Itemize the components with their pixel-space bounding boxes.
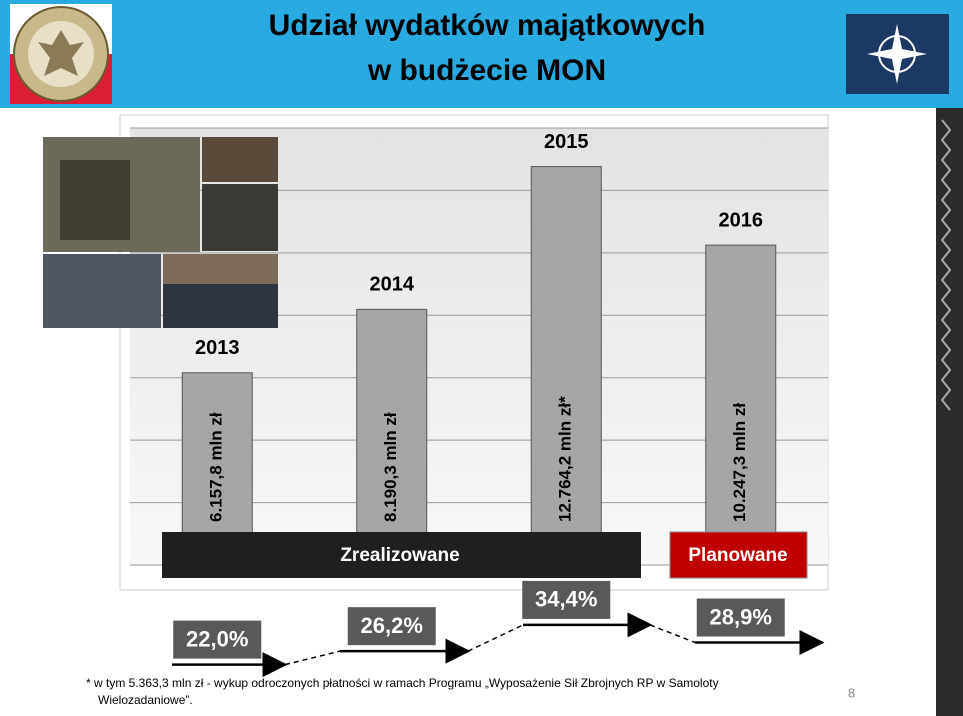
share-label: 26,2% [361, 613, 423, 638]
category-label: 2014 [370, 274, 415, 296]
value-label: 6.157,8 mln zł [207, 412, 226, 522]
nato-logo [846, 14, 949, 94]
share-box [522, 580, 611, 619]
page-number: 8 [848, 685, 855, 700]
bar [530, 166, 602, 566]
share-connector [284, 650, 341, 666]
realized-band [162, 532, 641, 578]
bar [705, 244, 777, 566]
bar [356, 308, 428, 566]
share-box [696, 598, 785, 637]
share-connector [649, 624, 696, 644]
category-label: 2015 [544, 131, 589, 153]
share-label: 22,0% [186, 626, 248, 651]
share-box [347, 607, 436, 646]
group-label: Zrealizowane [340, 545, 459, 566]
footnote: * w tym 5.363,3 mln zł - wykup odroczony… [86, 676, 719, 690]
share-connector [467, 624, 524, 652]
value-label: 12.764,2 mln zł* [556, 396, 575, 522]
title-line: Udział wydatków majątkowych [269, 9, 706, 42]
category-label: 2013 [195, 337, 240, 359]
mon-logo [10, 4, 112, 104]
header-bar [0, 0, 963, 108]
group-label: Planowane [688, 545, 787, 566]
value-label: 10.247,3 mln zł [730, 403, 749, 522]
category-label: 2016 [719, 209, 764, 231]
footnote: Wielozadaniowe”. [98, 693, 193, 707]
planned-band [669, 531, 808, 579]
side-decoration [936, 108, 963, 716]
value-label: 8.190,3 mln zł [381, 412, 400, 522]
photo-collage [43, 137, 278, 328]
title-line: w budżecie MON [367, 54, 606, 87]
share-box [173, 620, 262, 659]
share-label: 28,9% [710, 604, 772, 629]
share-label: 34,4% [535, 587, 597, 612]
